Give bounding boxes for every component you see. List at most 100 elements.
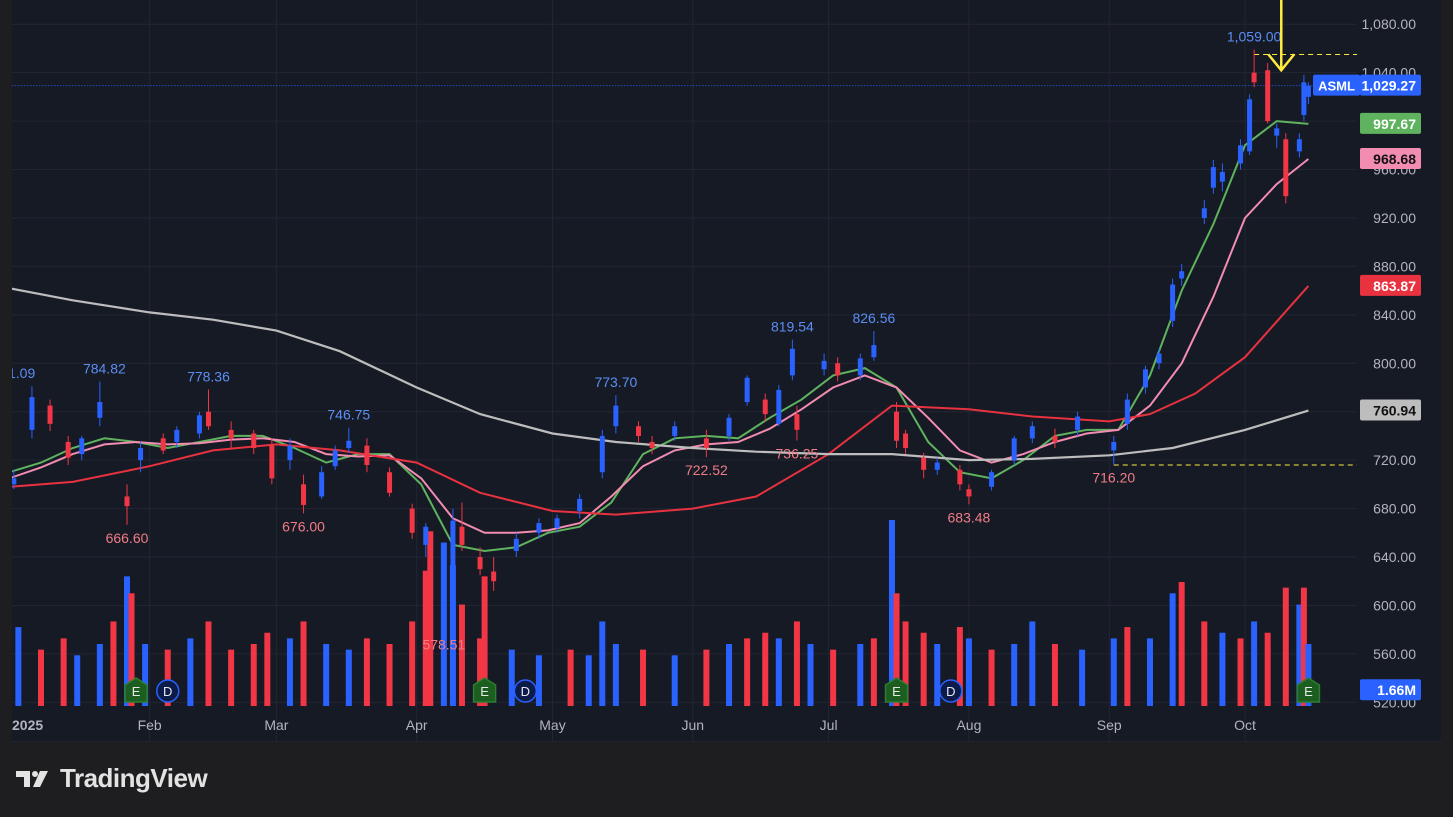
candle-body xyxy=(835,363,841,376)
moving-average-line xyxy=(9,120,1309,553)
volume-bar xyxy=(1201,621,1208,706)
candle-body xyxy=(251,433,257,449)
volume-bar xyxy=(1264,632,1271,706)
volume-bar xyxy=(793,621,800,706)
earnings-marker-icon[interactable]: E xyxy=(472,677,497,703)
price-badge-value: 760.94 xyxy=(1373,403,1416,419)
volume-bar xyxy=(857,644,864,706)
volume-bar xyxy=(228,649,235,706)
time-tick-label: Jun xyxy=(682,717,705,733)
volume-bar xyxy=(988,649,995,706)
candle-body xyxy=(1179,271,1185,279)
volume-bar xyxy=(286,638,293,706)
price-tick-label: 880.00 xyxy=(1373,258,1416,274)
earnings-marker-shape xyxy=(472,677,497,703)
candle-body xyxy=(744,377,750,403)
volume-bar xyxy=(599,621,606,706)
candle-body xyxy=(1247,99,1253,152)
moving-average-line xyxy=(8,158,1310,534)
dividend-marker-icon[interactable]: D xyxy=(155,679,180,703)
volume-bar xyxy=(481,576,488,706)
candle-body xyxy=(1075,416,1081,430)
volume-bar xyxy=(1300,587,1307,706)
event-marker-label: D xyxy=(163,684,172,699)
volume-bar xyxy=(1282,587,1289,706)
candle-body xyxy=(554,518,560,528)
candle-body xyxy=(65,441,71,458)
price-tick-label: 800.00 xyxy=(1373,355,1416,371)
candle-body xyxy=(1238,145,1244,164)
tradingview-logo[interactable]: TradingView xyxy=(16,763,208,794)
volume-bar xyxy=(164,649,171,706)
symbol-label: ASML xyxy=(1318,79,1355,94)
candle-body xyxy=(903,433,909,449)
volume-bar xyxy=(187,638,194,706)
candle-body xyxy=(97,402,103,418)
last-price-badge: ASML 1,029.27 xyxy=(1313,74,1421,96)
candle-body xyxy=(1142,369,1148,388)
event-marker-label: D xyxy=(946,684,955,699)
volume-bar xyxy=(1051,644,1058,706)
volume-bar xyxy=(744,638,751,706)
volume-bar xyxy=(1237,638,1244,706)
candle-body xyxy=(1124,399,1130,424)
chart-panel[interactable]: 781.09 784.82 666.60 778.36 676.00 746.75 578.… xyxy=(0,0,1441,743)
time-tick-label: Sep xyxy=(1097,717,1122,733)
volume-bar xyxy=(60,638,67,706)
candle-body xyxy=(536,523,542,533)
earnings-marker-icon[interactable]: E xyxy=(884,677,909,703)
price-tick-label: 640.00 xyxy=(1373,549,1416,565)
dividend-marker-icon[interactable]: D xyxy=(513,679,538,703)
dividend-marker-icon[interactable]: D xyxy=(939,679,963,703)
low-price-label: 683.48 xyxy=(948,509,991,525)
earnings-marker-shape xyxy=(1296,677,1321,703)
volume-bar xyxy=(1169,593,1176,706)
candle-body xyxy=(79,438,85,455)
price-badge-bg xyxy=(1360,74,1421,96)
volume-bar xyxy=(830,649,837,706)
indicator-value-badge: 997.67 xyxy=(1360,112,1421,134)
volume-bar xyxy=(893,593,900,706)
candle-body xyxy=(1111,441,1117,451)
candle-body xyxy=(821,360,827,370)
volume-bar xyxy=(250,644,257,706)
volume-bar xyxy=(1011,644,1018,706)
price-tick-label: 680.00 xyxy=(1373,501,1416,517)
low-price-label: 716.20 xyxy=(1092,470,1135,486)
high-price-label: 826.56 xyxy=(852,310,895,326)
earnings-marker-icon[interactable]: E xyxy=(124,677,148,703)
tradingview-logo-icon xyxy=(16,770,48,787)
event-marker-label: E xyxy=(132,684,141,699)
candle-body xyxy=(921,457,927,470)
candle-body xyxy=(11,478,17,485)
volume-bar xyxy=(1219,632,1226,706)
volume-bar xyxy=(300,621,307,706)
time-tick-label: Apr xyxy=(406,717,428,733)
high-price-label: 778.36 xyxy=(187,368,230,384)
low-price-label: 736.25 xyxy=(776,445,819,461)
time-tick-label: Jul xyxy=(820,717,838,733)
indicator-value-badge: 968.68 xyxy=(1360,148,1421,170)
volume-bar xyxy=(703,649,710,706)
volume-bar xyxy=(902,621,909,706)
candle-body xyxy=(613,405,619,427)
volume-bar xyxy=(1305,644,1312,706)
volume-bar xyxy=(205,621,212,706)
event-marker-label: E xyxy=(480,684,489,699)
candlestick-chart[interactable]: 781.09 784.82 666.60 778.36 676.00 746.75 578.… xyxy=(0,0,1441,743)
price-tick-label: 560.00 xyxy=(1373,646,1416,662)
candle-body xyxy=(205,411,211,427)
dividend-marker-shape xyxy=(155,679,180,703)
volume-bar xyxy=(142,644,149,706)
volume-bar xyxy=(934,644,941,706)
candle-body xyxy=(894,411,900,441)
earnings-marker-icon[interactable]: E xyxy=(1296,677,1321,703)
candles xyxy=(11,49,1311,632)
volume-bar xyxy=(1124,627,1131,706)
event-marker-label: D xyxy=(521,684,530,699)
candle-body xyxy=(319,472,325,497)
candle-body xyxy=(1301,82,1307,116)
candle-body xyxy=(427,554,433,594)
candle-body xyxy=(636,426,641,436)
candle-body xyxy=(450,520,456,600)
